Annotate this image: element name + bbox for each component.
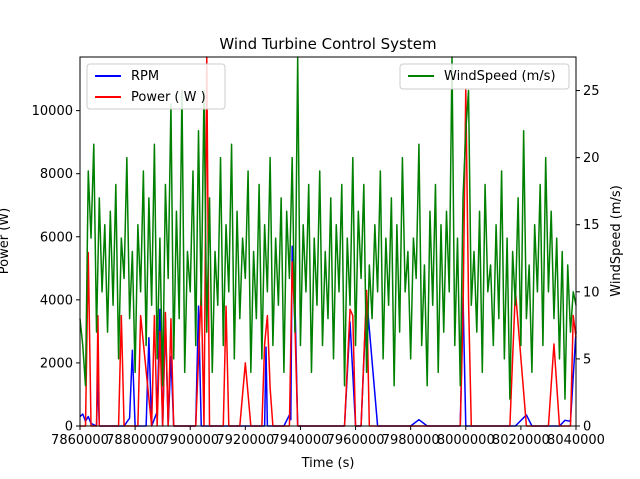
legend-label-windspeed: WindSpeed (m/s) bbox=[444, 69, 556, 84]
x-tick-label: 7980000 bbox=[382, 433, 440, 448]
y-left-tick-label: 4000 bbox=[40, 293, 73, 308]
y-right-tick-label: 20 bbox=[583, 151, 600, 166]
y-left-tick-label: 8000 bbox=[40, 167, 73, 182]
legend-right: WindSpeed (m/s) bbox=[399, 63, 570, 90]
x-tick-label: 8000000 bbox=[437, 433, 495, 448]
x-tick-label: 7920000 bbox=[216, 433, 274, 448]
plot-frame bbox=[79, 56, 577, 427]
y-axis-left: 0 2000 4000 6000 8000 10000 bbox=[32, 104, 80, 435]
y-right-tick-label: 0 bbox=[583, 420, 591, 435]
x-tick-label: 7960000 bbox=[327, 433, 385, 448]
y-left-tick-label: 2000 bbox=[40, 356, 73, 371]
series-line-windspeed-m-s bbox=[79, 56, 577, 400]
y-left-tick-label: 0 bbox=[65, 420, 73, 435]
chart-title: Wind Turbine Control System bbox=[219, 35, 436, 53]
y-axis-label-left: Power (W) bbox=[0, 208, 12, 274]
x-axis-label: Time (s) bbox=[301, 456, 355, 471]
x-axis: 7860000788000079000007920000794000079600… bbox=[51, 426, 605, 448]
y-right-tick-label: 25 bbox=[583, 84, 600, 99]
y-left-tick-label: 10000 bbox=[32, 104, 73, 119]
y-right-tick-label: 10 bbox=[583, 285, 600, 300]
plot-background bbox=[80, 57, 576, 426]
y-left-tick-label: 6000 bbox=[40, 230, 73, 245]
y-axis-label-right: WindSpeed (m/s) bbox=[609, 185, 624, 297]
x-tick-label: 7900000 bbox=[161, 433, 219, 448]
x-tick-label: 7880000 bbox=[106, 433, 164, 448]
legend-right-box bbox=[399, 63, 570, 90]
x-tick-label: 7860000 bbox=[51, 433, 109, 448]
y-axis-right: 0 5 10 15 20 25 bbox=[576, 84, 600, 435]
legend-left-box bbox=[86, 63, 226, 110]
x-tick-label: 7940000 bbox=[271, 433, 329, 448]
x-tick-label: 8020000 bbox=[492, 433, 550, 448]
x-tick-label: 8040000 bbox=[547, 433, 605, 448]
legend-label-rpm: RPM bbox=[131, 69, 159, 84]
y-right-tick-label: 5 bbox=[583, 352, 591, 367]
y-right-tick-label: 15 bbox=[583, 218, 600, 233]
legend-left: RPM Power ( W ) bbox=[86, 63, 226, 110]
legend-label-power: Power ( W ) bbox=[131, 90, 206, 105]
